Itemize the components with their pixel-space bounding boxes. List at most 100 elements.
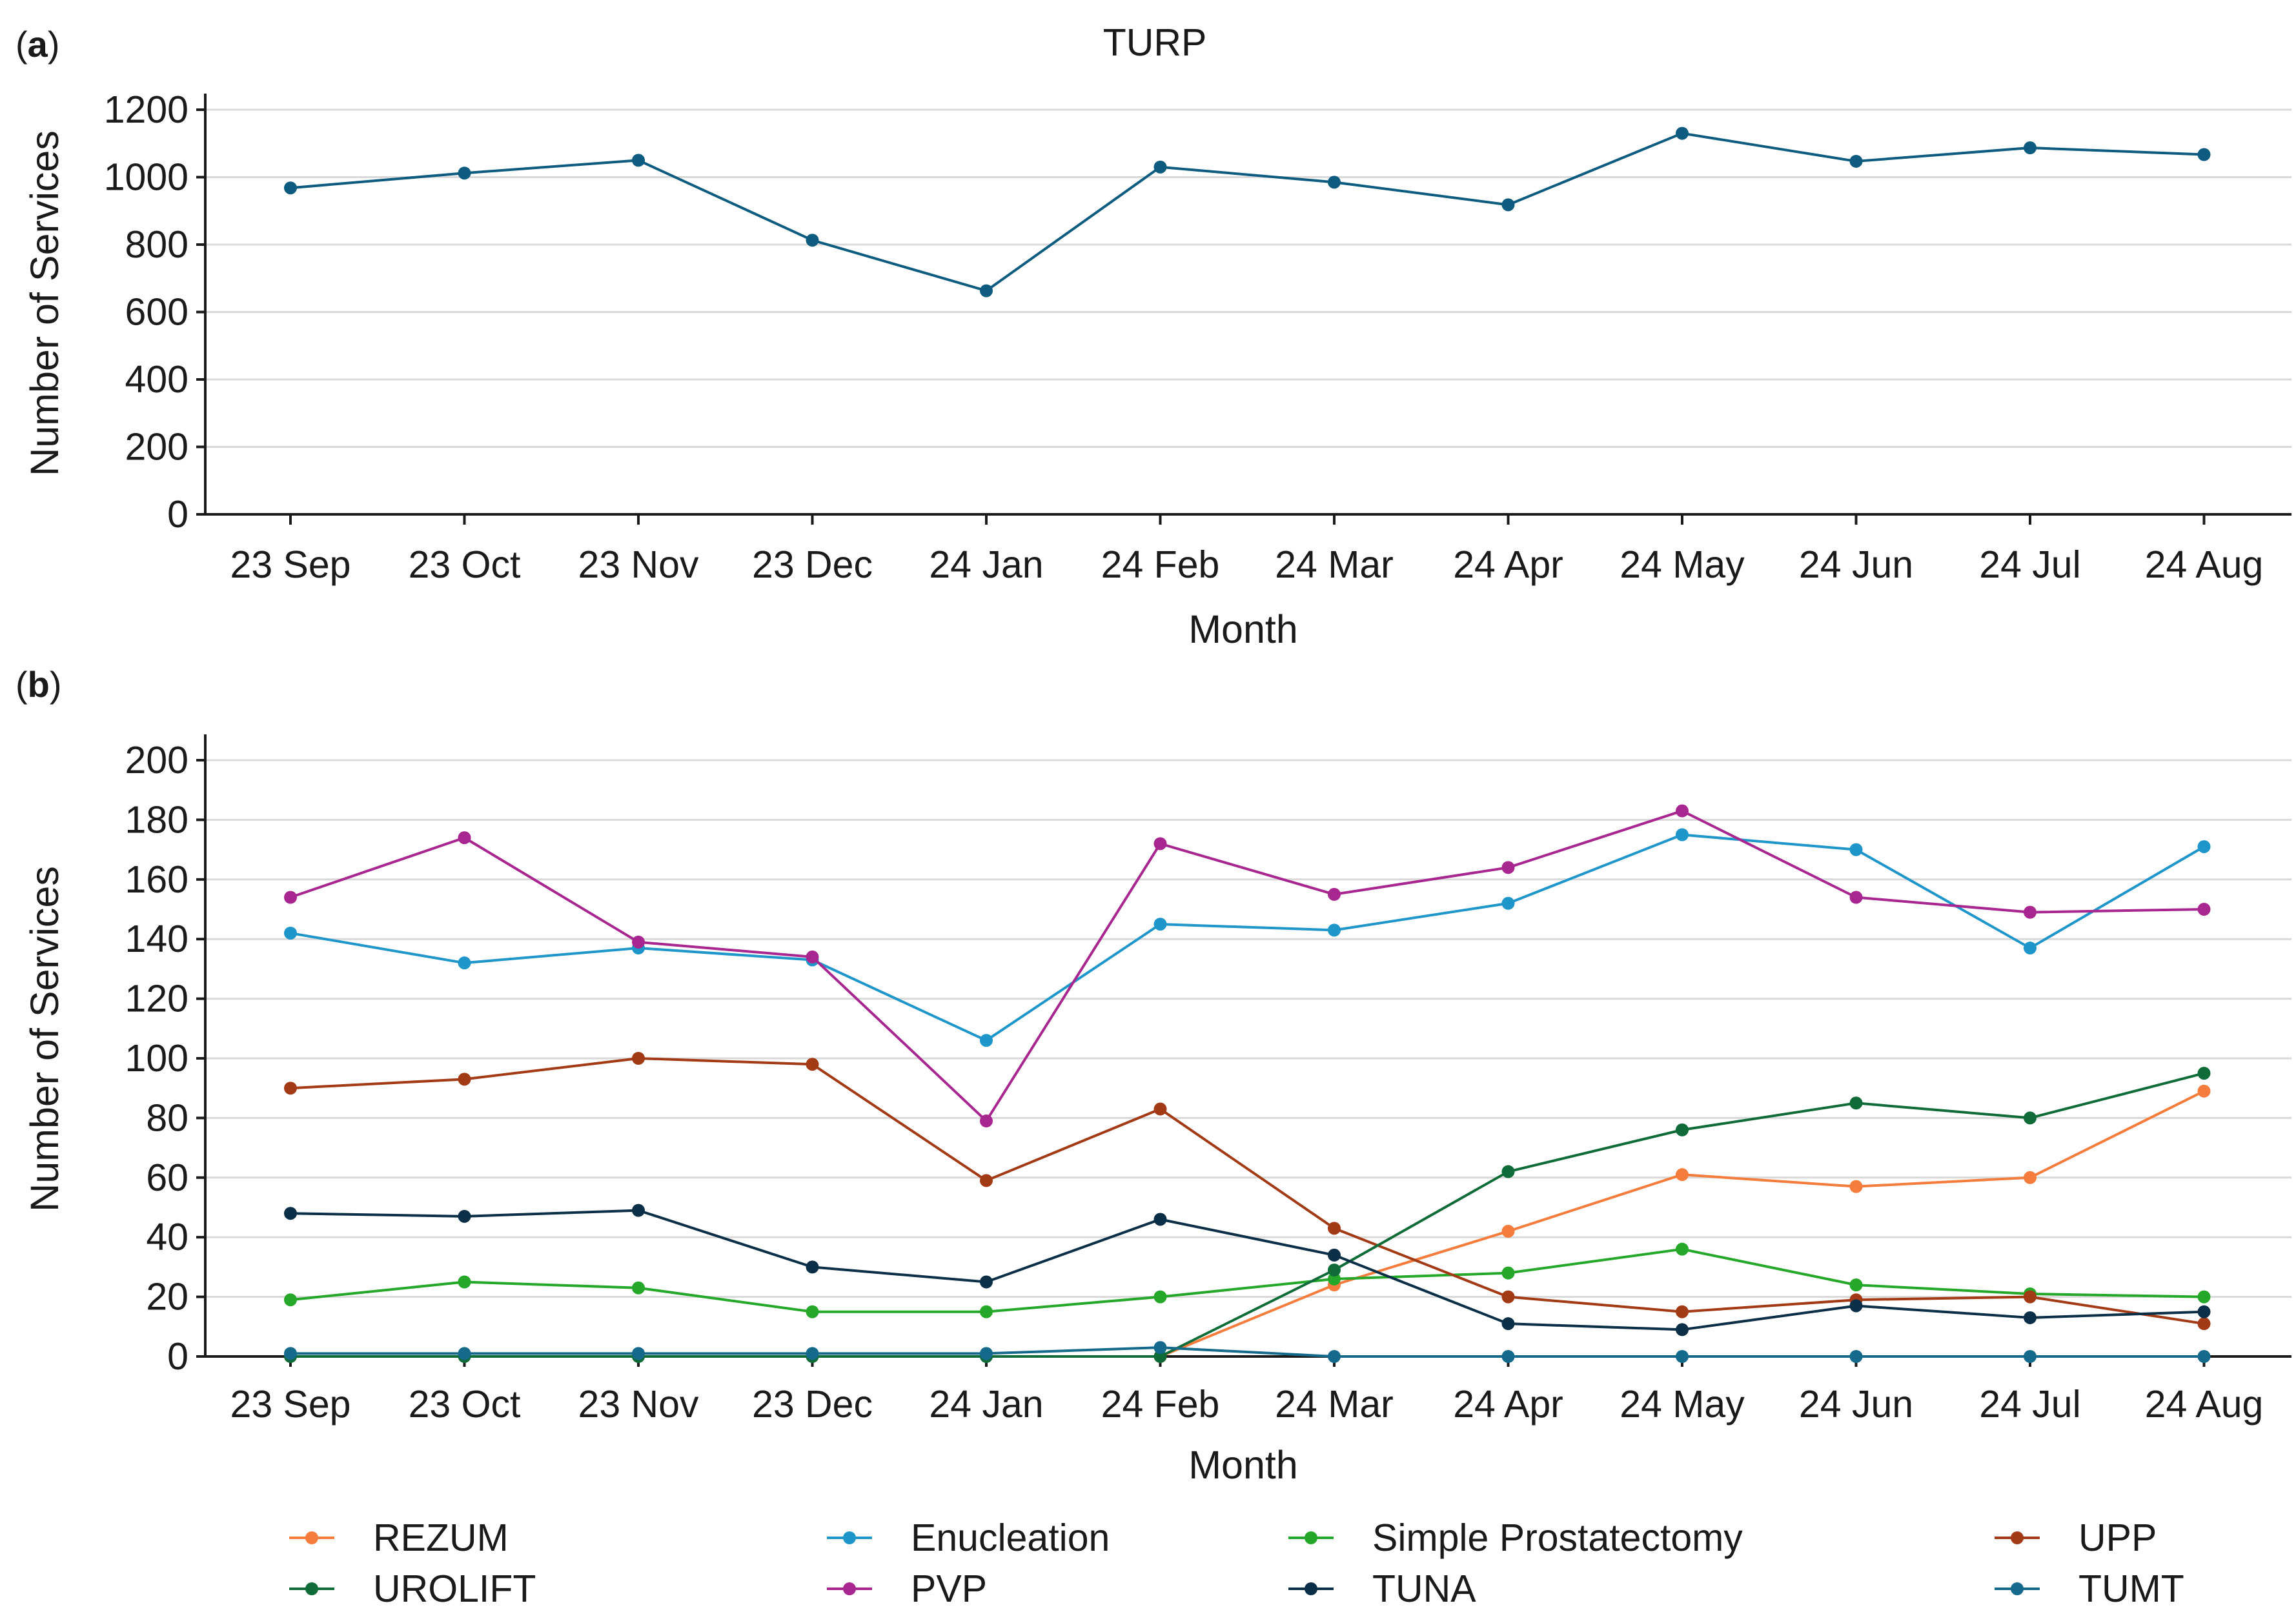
legend-label-rezum: REZUM bbox=[373, 1517, 509, 1559]
data-point-enucleation-24-mar bbox=[1328, 923, 1341, 937]
legend-label-enucleation: Enucleation bbox=[911, 1517, 1110, 1559]
data-point-enucleation-23-oct bbox=[458, 956, 471, 970]
panel-b-letter: (b) bbox=[15, 664, 62, 705]
panel-a-y-tick-label-400: 400 bbox=[125, 358, 188, 401]
data-point-upp-24-mar bbox=[1328, 1222, 1341, 1235]
data-point-turp-24-feb bbox=[1153, 160, 1167, 174]
panel-b-gridlines bbox=[205, 759, 2291, 1298]
data-point-simple-prostatectomy-24-jun bbox=[1849, 1278, 1863, 1292]
legend-item-tumt: TUMT bbox=[1995, 1568, 2184, 1610]
panel-a-x-tick-label-24-apr: 24 Apr bbox=[1453, 543, 1563, 586]
series-line-upp bbox=[290, 1057, 2204, 1326]
data-point-pvp-23-nov bbox=[632, 935, 645, 949]
panel-a-x-tick-label-24-may: 24 May bbox=[1620, 543, 1745, 586]
panel-b-y-tick-label-120: 120 bbox=[125, 978, 188, 1020]
legend-item-enucleation: Enucleation bbox=[827, 1517, 1110, 1559]
panel-a-x-tick-label-23-dec: 23 Dec bbox=[752, 543, 873, 586]
data-point-urolift-24-aug bbox=[2197, 1067, 2211, 1080]
data-point-turp-24-apr bbox=[1501, 198, 1515, 212]
panel-a-gridlines bbox=[205, 108, 2291, 448]
legend-label-upp: UPP bbox=[2078, 1517, 2157, 1559]
data-point-enucleation-23-sep bbox=[284, 926, 297, 940]
data-point-tumt-23-dec bbox=[806, 1347, 819, 1360]
panel-b-y-tick-label-180: 180 bbox=[125, 798, 188, 841]
data-point-tuna-23-sep bbox=[284, 1207, 297, 1220]
data-point-simple-prostatectomy-23-sep bbox=[284, 1293, 297, 1307]
data-point-pvp-23-dec bbox=[806, 950, 819, 963]
legend-marker-tuna bbox=[1305, 1582, 1317, 1595]
panel-b-y-tick-label-20: 20 bbox=[146, 1276, 188, 1318]
data-point-pvp-23-sep bbox=[284, 891, 297, 904]
data-point-tumt-24-jan bbox=[980, 1347, 993, 1360]
panel-a-y-tick-label-800: 800 bbox=[125, 223, 188, 266]
panel-b-x-tick-label-23-oct: 23 Oct bbox=[409, 1383, 521, 1426]
data-point-simple-prostatectomy-24-aug bbox=[2197, 1290, 2211, 1304]
data-point-enucleation-24-apr bbox=[1501, 896, 1515, 910]
data-point-enucleation-24-jan bbox=[980, 1034, 993, 1047]
panel-a-x-tick-label-23-oct: 23 Oct bbox=[409, 543, 521, 586]
data-point-enucleation-24-aug bbox=[2197, 840, 2211, 853]
series-line-turp bbox=[290, 132, 2204, 292]
panel-b-x-tick-label-24-jul: 24 Jul bbox=[1979, 1383, 2080, 1426]
panel-a-x-tick-label-24-jan: 24 Jan bbox=[929, 543, 1043, 586]
data-point-tuna-24-feb bbox=[1153, 1213, 1167, 1226]
data-point-tuna-24-jan bbox=[980, 1275, 993, 1289]
panel-a-x-tick-label-23-sep: 23 Sep bbox=[230, 543, 351, 586]
data-point-enucleation-24-may bbox=[1676, 828, 1689, 842]
data-point-turp-24-jun bbox=[1849, 154, 1863, 168]
data-point-tuna-24-aug bbox=[2197, 1305, 2211, 1318]
series-urolift bbox=[284, 1067, 2211, 1363]
data-point-tuna-24-apr bbox=[1501, 1317, 1515, 1331]
legend-marker-urolift bbox=[305, 1582, 318, 1595]
legend-marker-rezum bbox=[305, 1531, 318, 1544]
data-point-urolift-24-jun bbox=[1849, 1096, 1863, 1110]
data-point-rezum-24-jun bbox=[1849, 1180, 1863, 1193]
data-point-upp-24-aug bbox=[2197, 1317, 2211, 1331]
panel-a-chart: TURP 0 200 400 600 800 1000 1200 23 Sep 23 Oct 23… bbox=[23, 21, 2291, 651]
panel-b-y-tick-label-200: 200 bbox=[125, 739, 188, 781]
legend-marker-simple-prostatectomy bbox=[1305, 1531, 1317, 1544]
legend-item-tuna: TUNA bbox=[1288, 1568, 1476, 1610]
legend-marker-enucleation bbox=[843, 1531, 856, 1544]
panel-b-x-tick-label-24-apr: 24 Apr bbox=[1453, 1383, 1563, 1426]
data-point-tumt-24-aug bbox=[2197, 1350, 2211, 1363]
series-line-simple-prostatectomy bbox=[290, 1247, 2204, 1313]
data-point-turp-24-jan bbox=[980, 284, 993, 297]
data-point-rezum-24-may bbox=[1676, 1168, 1689, 1182]
series-upp bbox=[284, 1052, 2211, 1331]
panel-b-y-tick-label-100: 100 bbox=[125, 1037, 188, 1080]
legend-label-tuna: TUNA bbox=[1372, 1568, 1476, 1610]
data-point-tumt-24-jun bbox=[1849, 1350, 1863, 1363]
legend-item-upp: UPP bbox=[1995, 1517, 2157, 1559]
data-point-simple-prostatectomy-24-feb bbox=[1153, 1290, 1167, 1304]
panel-a-x-tick-label-24-aug: 24 Aug bbox=[2145, 543, 2264, 586]
data-point-turp-23-dec bbox=[806, 234, 819, 247]
panel-b-x-tick-label-24-may: 24 May bbox=[1620, 1383, 1745, 1426]
data-point-pvp-24-may bbox=[1676, 804, 1689, 818]
data-point-tumt-24-apr bbox=[1501, 1350, 1515, 1363]
panel-b-y-tick-label-160: 160 bbox=[125, 858, 188, 901]
panel-a-x-tick-label-23-nov: 23 Nov bbox=[578, 543, 699, 586]
panel-a-letter: (a) bbox=[15, 24, 59, 65]
data-point-turp-24-mar bbox=[1328, 176, 1341, 189]
data-point-enucleation-24-jun bbox=[1849, 843, 1863, 856]
data-point-tuna-24-mar bbox=[1328, 1248, 1341, 1262]
panel-a-title: TURP bbox=[1103, 21, 1207, 64]
data-point-tumt-23-nov bbox=[632, 1347, 645, 1360]
data-point-tumt-23-sep bbox=[284, 1347, 297, 1360]
data-point-tumt-24-jul bbox=[2024, 1350, 2037, 1363]
panel-b-x-tick-label-23-sep: 23 Sep bbox=[230, 1383, 351, 1426]
data-point-simple-prostatectomy-23-oct bbox=[458, 1275, 471, 1289]
panel-b-x-tick-label-24-aug: 24 Aug bbox=[2145, 1383, 2264, 1426]
legend-label-simple-prostatectomy: Simple Prostatectomy bbox=[1372, 1517, 1743, 1559]
panel-b-x-tick-label-23-nov: 23 Nov bbox=[578, 1383, 699, 1426]
data-point-pvp-24-apr bbox=[1501, 861, 1515, 874]
data-point-pvp-23-oct bbox=[458, 831, 471, 845]
legend-marker-upp bbox=[2011, 1531, 2024, 1544]
data-point-upp-24-may bbox=[1676, 1305, 1689, 1318]
series-turp bbox=[284, 126, 2211, 297]
data-point-upp-24-feb bbox=[1153, 1102, 1167, 1116]
data-point-turp-24-aug bbox=[2197, 148, 2211, 161]
panel-b-x-tick-label-23-dec: 23 Dec bbox=[752, 1383, 873, 1426]
data-point-pvp-24-jun bbox=[1849, 891, 1863, 904]
